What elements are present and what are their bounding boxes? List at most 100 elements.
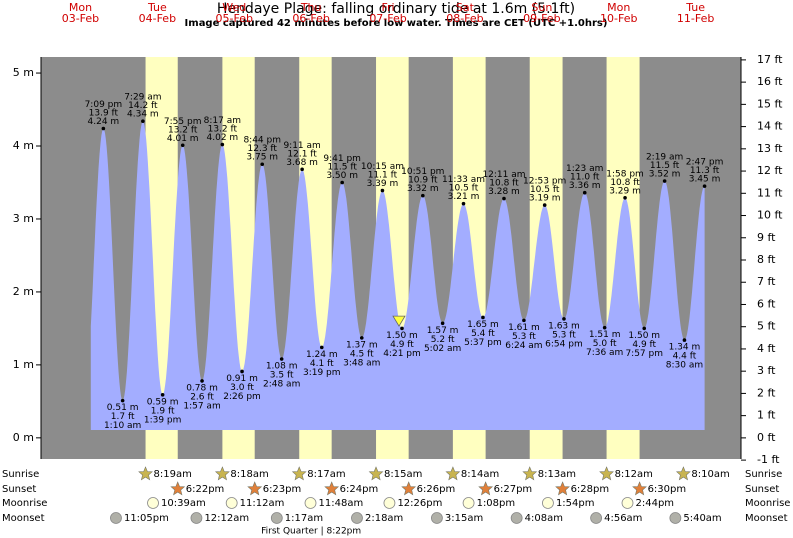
y2-tick-label: 0 ft — [757, 431, 776, 444]
tide-label: 6:54 pm — [545, 339, 583, 349]
tide-label: 3:19 pm — [303, 368, 341, 378]
sunrise-icon — [214, 466, 230, 481]
tide-point — [502, 196, 506, 201]
day-name: Thu — [300, 1, 322, 14]
tide-point — [279, 357, 284, 361]
tide-point — [481, 315, 485, 320]
tide-label: 3.36 m — [569, 181, 601, 191]
tide-label: 1.50 m — [386, 331, 418, 341]
tide-label: 1:23 am — [566, 164, 603, 174]
y2-tick-label: 7 ft — [757, 275, 776, 288]
moonset-time: 2:18am — [365, 513, 403, 524]
day-date: 07-Feb — [369, 12, 406, 25]
tide-point — [260, 162, 265, 167]
sunrise-icon — [138, 466, 153, 481]
row-label: Moonrise — [745, 498, 790, 509]
tide-label: 1:57 am — [183, 401, 220, 411]
tide-label: 4.34 m — [127, 110, 159, 120]
tide-area — [90, 121, 705, 430]
y2-tick-label: 11 ft — [757, 186, 783, 199]
tide-label: 3.50 m — [326, 171, 358, 181]
tide-label: 11.5 ft — [327, 162, 357, 172]
y2-tick-label: 3 ft — [757, 364, 776, 377]
sunrise-icon — [291, 466, 307, 481]
tide-label: 7:29 am — [124, 93, 161, 103]
tide-label: 1.9 ft — [151, 406, 175, 416]
tide-label: 3.68 m — [286, 158, 318, 168]
sunrise-time: 8:10am — [691, 469, 729, 480]
tide-label: 4.24 m — [88, 117, 120, 127]
tide-label: 3.52 m — [649, 170, 681, 180]
sunrise-time: 8:19am — [154, 469, 192, 480]
row-label: Sunset — [745, 484, 779, 495]
tide-label: 9:11 am — [283, 141, 320, 151]
sunrise-icon — [522, 466, 538, 481]
tide-label: 2:26 pm — [223, 392, 261, 402]
tide-label: 13.2 ft — [208, 125, 238, 135]
day-date: 08-Feb — [446, 12, 483, 25]
moonset-time: 1:17am — [285, 513, 323, 524]
tide-point — [340, 180, 344, 185]
tide-point — [319, 345, 324, 350]
row-label: Moonset — [745, 513, 788, 524]
tide-label: 1.61 m — [508, 323, 540, 333]
moonset-icon — [431, 512, 443, 524]
moonset-icon — [590, 512, 603, 524]
y2-tick-label: 9 ft — [757, 231, 776, 244]
tide-point — [602, 325, 607, 330]
row-label: Sunset — [2, 484, 36, 495]
tide-label: 3:48 am — [343, 358, 380, 368]
tide-label: 7:09 pm — [85, 100, 123, 110]
tide-point — [120, 398, 125, 403]
tide-label: 3.5 ft — [270, 371, 294, 381]
y-tick-label: 1 m — [13, 358, 34, 371]
tide-label: 10.9 ft — [408, 176, 438, 186]
tide-point — [642, 326, 647, 331]
day-name: Sun — [531, 1, 552, 14]
tide-label: 1.51 m — [589, 330, 621, 340]
moonrise-icon — [621, 497, 634, 509]
moonset-icon — [190, 512, 203, 524]
tide-label: 5.2 ft — [431, 335, 455, 345]
tide-label: 12:11 am — [482, 170, 525, 180]
y2-tick-label: 8 ft — [757, 253, 776, 266]
tide-label: 10.5 ft — [530, 185, 560, 195]
moonset-time: 12:12am — [204, 513, 249, 524]
sunrise-time: 8:13am — [538, 469, 576, 480]
tide-label: 1:58 pm — [606, 169, 644, 179]
day-name: Mon — [607, 1, 630, 14]
moonrise-icon — [462, 497, 475, 509]
tide-label: 3.28 m — [488, 187, 520, 197]
tide-point — [200, 379, 204, 383]
tide-label: 11.0 ft — [570, 173, 600, 183]
moon-phase: First Quarter | 8:22pm — [261, 527, 361, 537]
tide-point — [400, 326, 404, 331]
tide-label: 10:15 am — [361, 162, 404, 172]
tide-label: 8:30 am — [666, 361, 703, 371]
tide-label: 5.0 ft — [593, 339, 617, 349]
y2-tick-label: 16 ft — [757, 75, 783, 88]
tide-label: 2.6 ft — [190, 392, 214, 402]
moonrise-icon — [225, 497, 238, 509]
tide-point — [141, 119, 145, 124]
row-label: Moonset — [2, 513, 45, 524]
tide-label: 4.1 ft — [310, 359, 334, 369]
tide-point — [623, 196, 627, 200]
tide-label: 14.2 ft — [128, 101, 158, 111]
tide-label: 4.02 m — [207, 133, 239, 143]
y-tick-label: 0 m — [13, 431, 34, 444]
tide-point — [542, 203, 547, 207]
day-name: Fri — [381, 1, 394, 14]
tide-label: 12:53 pm — [523, 177, 566, 187]
sunset-time: 6:24pm — [340, 484, 379, 495]
sunset-icon — [247, 481, 263, 496]
tide-label: 10:51 pm — [401, 167, 444, 177]
y-tick-label: 5 m — [13, 66, 34, 79]
day-date: 09-Feb — [523, 12, 560, 25]
day-date: 11-Feb — [677, 12, 714, 25]
day-date: 06-Feb — [292, 12, 329, 25]
row-label: Sunrise — [2, 469, 39, 480]
tide-label: 5.3 ft — [512, 332, 536, 342]
tide-label: 3.29 m — [609, 186, 641, 196]
moonrise-time: 11:48am — [319, 498, 364, 509]
